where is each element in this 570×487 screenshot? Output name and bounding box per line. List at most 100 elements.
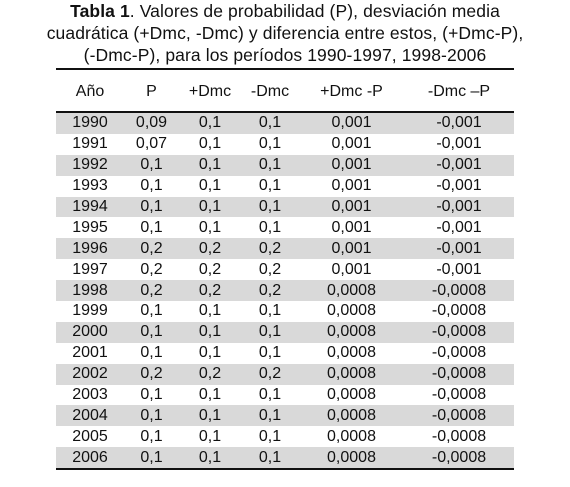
cell-minus-dmc: 0,1 xyxy=(258,427,282,445)
cell-year: 2005 xyxy=(72,427,108,445)
cell-plus-dmc-minus-p: 0,0008 xyxy=(327,323,376,341)
caption-divider xyxy=(56,68,514,70)
cell-minus-dmc-minus-p: -0,001 xyxy=(436,260,482,278)
cell-plus-dmc: 0,2 xyxy=(198,239,222,257)
cell-minus-dmc: 0,1 xyxy=(258,302,282,320)
cell-p: 0,1 xyxy=(140,302,163,320)
cell-year: 2001 xyxy=(72,344,108,362)
cell-minus-dmc: 0,1 xyxy=(258,135,282,153)
cell-p: 0,2 xyxy=(140,260,163,278)
cell-p: 0,2 xyxy=(140,365,163,383)
table-row: 2001 0,1 0,1 0,1 0,0008 -0,0008 xyxy=(56,343,514,364)
table-row: 2004 0,1 0,1 0,1 0,0008 -0,0008 xyxy=(56,405,514,427)
cell-year: 1994 xyxy=(72,198,108,215)
cell-minus-dmc-minus-p: -0,0008 xyxy=(431,281,487,299)
cell-minus-dmc: 0,1 xyxy=(258,198,282,215)
table-row: 1994 0,1 0,1 0,1 0,001 -0,001 xyxy=(56,196,514,218)
header-plus-dmc-minus-p: +Dmc -P xyxy=(320,83,383,100)
table-row: 1991 0,07 0,1 0,1 0,001 -0,001 xyxy=(56,134,514,155)
caption-label: Tabla 1 xyxy=(70,1,130,21)
cell-p: 0,1 xyxy=(140,344,163,362)
cell-minus-dmc: 0,2 xyxy=(258,365,282,383)
cell-plus-dmc: 0,2 xyxy=(198,281,222,299)
cell-plus-dmc-minus-p: 0,0008 xyxy=(327,448,376,466)
cell-minus-dmc-minus-p: -0,0008 xyxy=(431,386,487,404)
cell-plus-dmc-minus-p: 0,001 xyxy=(331,239,372,257)
table-row: 1995 0,1 0,1 0,1 0,001 -0,001 xyxy=(56,217,514,238)
cell-p: 0,1 xyxy=(140,156,163,174)
data-table: Año P +Dmc -Dmc +Dmc -P -Dmc –P 1990 0,09… xyxy=(56,73,514,471)
cell-plus-dmc: 0,1 xyxy=(198,406,222,424)
cell-plus-dmc-minus-p: 0,001 xyxy=(331,260,372,278)
cell-plus-dmc: 0,1 xyxy=(198,344,222,362)
table-row: 1997 0,2 0,2 0,2 0,001 -0,001 xyxy=(56,259,514,280)
cell-plus-dmc: 0,1 xyxy=(198,323,222,341)
cell-plus-dmc-minus-p: 0,0008 xyxy=(327,302,376,320)
cell-p: 0,1 xyxy=(140,427,163,445)
cell-minus-dmc-minus-p: -0,0008 xyxy=(431,427,487,445)
cell-minus-dmc-minus-p: -0,001 xyxy=(436,177,482,195)
cell-p: 0,1 xyxy=(140,323,163,341)
cell-plus-dmc-minus-p: 0,001 xyxy=(331,177,372,195)
cell-minus-dmc-minus-p: -0,001 xyxy=(436,239,482,257)
cell-plus-dmc-minus-p: 0,001 xyxy=(331,198,372,215)
cell-plus-dmc-minus-p: 0,0008 xyxy=(327,281,376,299)
cell-plus-dmc: 0,1 xyxy=(198,448,222,466)
table-row: 2006 0,1 0,1 0,1 0,0008 -0,0008 xyxy=(56,447,514,469)
cell-minus-dmc-minus-p: -0,001 xyxy=(436,218,482,236)
cell-minus-dmc-minus-p: -0,001 xyxy=(436,114,482,132)
table-caption: Tabla 1. Valores de probabilidad (P), de… xyxy=(0,0,570,66)
table-row: 2000 0,1 0,1 0,1 0,0008 -0,0008 xyxy=(56,321,514,343)
table-row: 1990 0,09 0,1 0,1 0,001 -0,001 xyxy=(56,113,514,134)
header-minus-dmc: -Dmc xyxy=(250,83,290,100)
table-bottom-divider xyxy=(56,468,514,471)
cell-p: 0,07 xyxy=(135,135,168,153)
cell-minus-dmc: 0,1 xyxy=(258,218,282,236)
table-row: 1992 0,1 0,1 0,1 0,001 -0,001 xyxy=(56,154,514,176)
cell-plus-dmc: 0,2 xyxy=(198,365,222,383)
cell-plus-dmc: 0,1 xyxy=(198,156,222,174)
cell-year: 1990 xyxy=(72,114,108,132)
table-body: 1990 0,09 0,1 0,1 0,001 -0,001 1991 0,07 0,1 0,1 0… xyxy=(56,113,514,469)
cell-p: 0,1 xyxy=(140,177,163,195)
cell-p: 0,1 xyxy=(140,386,163,404)
cell-plus-dmc: 0,2 xyxy=(198,260,222,278)
cell-p: 0,1 xyxy=(140,198,163,215)
table-row: 1996 0,2 0,2 0,2 0,001 -0,001 xyxy=(56,238,514,260)
cell-year: 2006 xyxy=(72,448,108,466)
caption-line-1: Tabla 1. Valores de probabilidad (P), de… xyxy=(0,0,570,22)
cell-year: 2000 xyxy=(72,323,108,341)
cell-plus-dmc-minus-p: 0,001 xyxy=(331,135,372,153)
cell-plus-dmc: 0,1 xyxy=(198,386,222,404)
cell-year: 1991 xyxy=(72,135,108,153)
cell-minus-dmc-minus-p: -0,0008 xyxy=(431,302,487,320)
header-year: Año xyxy=(75,83,105,100)
cell-plus-dmc: 0,1 xyxy=(198,114,222,132)
header-plus-dmc: +Dmc xyxy=(188,83,232,100)
cell-year: 1993 xyxy=(72,177,108,195)
cell-minus-dmc: 0,1 xyxy=(258,448,282,466)
cell-plus-dmc: 0,1 xyxy=(198,218,222,236)
cell-year: 2003 xyxy=(72,386,108,404)
cell-minus-dmc-minus-p: -0,0008 xyxy=(431,448,487,466)
cell-minus-dmc-minus-p: -0,0008 xyxy=(431,406,487,424)
cell-minus-dmc: 0,1 xyxy=(258,323,282,341)
cell-year: 2004 xyxy=(72,406,108,424)
cell-plus-dmc-minus-p: 0,001 xyxy=(331,156,372,174)
cell-minus-dmc-minus-p: -0,0008 xyxy=(431,365,487,383)
cell-p: 0,2 xyxy=(140,239,163,257)
cell-p: 0,2 xyxy=(140,281,163,299)
table-row: 2003 0,1 0,1 0,1 0,0008 -0,0008 xyxy=(56,385,514,406)
cell-p: 0,09 xyxy=(135,114,168,132)
cell-year: 1996 xyxy=(72,239,108,257)
caption-line-3: (-Dmc-P), para los períodos 1990-1997, 1… xyxy=(83,45,487,65)
cell-p: 0,1 xyxy=(140,218,163,236)
caption-line-1-text: . Valores de probabilidad (P), desviació… xyxy=(129,1,500,21)
cell-plus-dmc-minus-p: 0,001 xyxy=(331,114,372,132)
table-row: 1998 0,2 0,2 0,2 0,0008 -0,0008 xyxy=(56,280,514,302)
cell-year: 1992 xyxy=(72,156,108,174)
cell-minus-dmc-minus-p: -0,0008 xyxy=(431,323,487,341)
table-header-row: Año P +Dmc -Dmc +Dmc -P -Dmc –P xyxy=(56,73,514,111)
cell-minus-dmc: 0,2 xyxy=(258,239,282,257)
cell-plus-dmc-minus-p: 0,0008 xyxy=(327,427,376,445)
